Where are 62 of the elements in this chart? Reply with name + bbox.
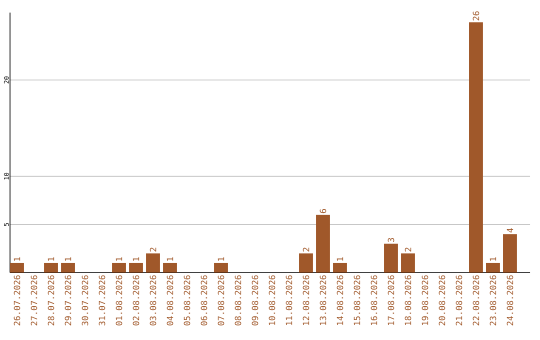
data-label: 2 xyxy=(404,248,412,252)
x-tick-label: 26.07.2026 xyxy=(14,275,20,326)
x-tick-label: 05.08.2026 xyxy=(184,275,190,326)
x-tick-label: 20.08.2026 xyxy=(438,275,446,326)
data-label: 1 xyxy=(116,257,122,261)
data-label: 1 xyxy=(490,257,496,261)
x-tick-label: 01.08.2026 xyxy=(116,275,122,326)
x-tick-label: 10.08.2026 xyxy=(268,275,276,325)
x-tick-label: 16.08.2026 xyxy=(370,275,378,325)
data-label: 6 xyxy=(320,209,326,214)
data-label: 2 xyxy=(150,248,156,252)
x-tick-label: 07.08.2026 xyxy=(218,275,224,326)
x-tick-label: 13.08.2026 xyxy=(320,275,326,325)
x-tick-label: 21.08.2026 xyxy=(456,275,462,326)
bar xyxy=(503,234,517,273)
x-tick-label: 08.08.2026 xyxy=(234,275,242,326)
x-tick-label: 02.08.2026 xyxy=(132,275,140,326)
x-tick-label: 06.08.2026 xyxy=(200,275,208,326)
data-label: 26 xyxy=(472,11,480,20)
x-tick-label: 24.08.2026 xyxy=(506,275,514,326)
data-label: 1 xyxy=(14,257,20,261)
bar xyxy=(129,262,143,273)
bar xyxy=(333,262,347,273)
x-tick-label: 12.08.2026 xyxy=(302,275,310,325)
x-tick-label: 29.07.2026 xyxy=(64,275,72,326)
data-label: 1 xyxy=(132,257,140,261)
bar xyxy=(61,262,75,273)
x-tick-label: 15.08.2026 xyxy=(354,275,360,325)
data-label: 3 xyxy=(388,238,394,242)
bar xyxy=(10,262,24,273)
bar xyxy=(486,262,500,273)
data-label: 1 xyxy=(218,257,224,261)
x-tick-label: 30.07.2026 xyxy=(82,275,88,326)
x-tick-label: 04.08.2026 xyxy=(166,275,174,326)
bar xyxy=(146,253,160,273)
x-tick-label: 17.08.2026 xyxy=(388,275,394,325)
x-tick-label: 22.08.2026 xyxy=(472,275,480,326)
bar xyxy=(163,262,177,273)
bar xyxy=(214,262,228,273)
data-label: 4 xyxy=(506,228,514,232)
bar xyxy=(469,22,483,273)
x-tick-label: 31.07.2026 xyxy=(98,275,106,326)
x-tick-label: 28.07.2026 xyxy=(48,275,54,326)
bar xyxy=(316,214,330,273)
x-tick-label: 14.08.2026 xyxy=(336,275,344,325)
data-label: 1 xyxy=(64,257,72,261)
x-tick-label: 03.08.2026 xyxy=(150,275,156,326)
x-tick-label: 09.08.2026 xyxy=(252,275,258,326)
x-tick-label: 11.08.2026 xyxy=(286,275,292,325)
x-tick-label: 19.08.2026 xyxy=(422,275,428,325)
data-label: 1 xyxy=(48,257,54,261)
x-tick-label: 27.07.2026 xyxy=(30,275,38,326)
data-label: 2 xyxy=(302,248,310,252)
bar xyxy=(112,262,126,273)
bar xyxy=(299,253,313,273)
data-label: 1 xyxy=(166,257,174,261)
x-tick-label: 18.08.2026 xyxy=(404,275,412,325)
x-tick-label: 23.08.2026 xyxy=(490,275,496,326)
bar xyxy=(401,253,415,273)
data-label: 1 xyxy=(336,257,344,261)
bar xyxy=(384,244,398,273)
bar xyxy=(44,262,58,273)
